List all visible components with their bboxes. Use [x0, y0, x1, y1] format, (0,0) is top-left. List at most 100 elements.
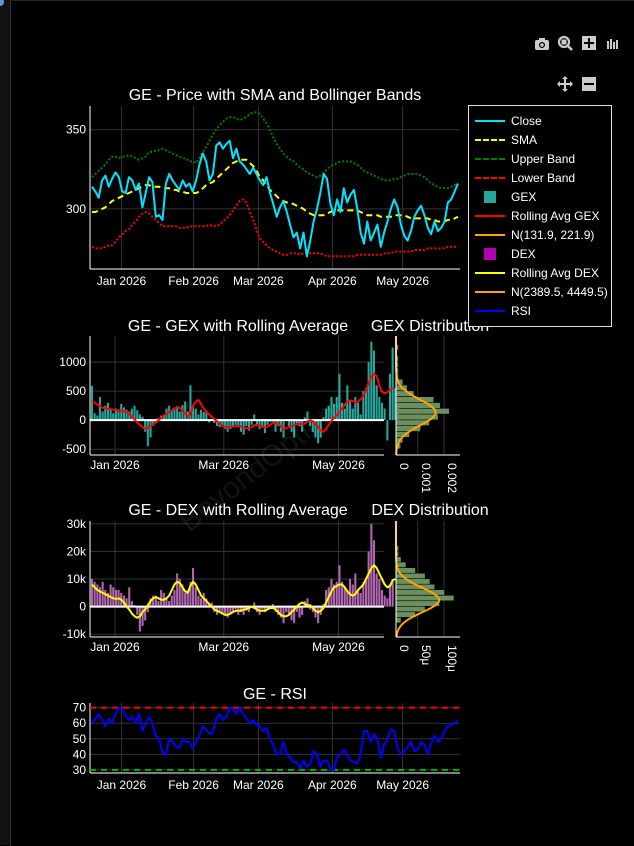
camera-icon[interactable] — [534, 36, 550, 52]
dex-bar — [138, 606, 141, 632]
dex-hist-bar — [396, 590, 445, 595]
legend-item[interactable]: N(2389.5, 4449.5) — [475, 283, 608, 301]
dex-hist-bar — [396, 551, 399, 557]
rsi-x-tick-4: May 2026 — [376, 778, 429, 792]
gex-bar — [229, 420, 232, 429]
legend-item[interactable]: N(131.9, 221.9) — [475, 226, 594, 244]
legend-item[interactable]: GEX — [475, 188, 536, 206]
dex-bar — [261, 606, 264, 610]
legend-item[interactable]: Lower Band — [475, 169, 575, 187]
dex-bar — [106, 592, 109, 607]
dex-bar — [109, 584, 112, 607]
dex-bar — [186, 590, 189, 607]
gex-bar — [200, 409, 203, 421]
dex-y-tick-0: -10k — [63, 627, 87, 641]
dex-x-tick-1: Mar 2026 — [198, 640, 249, 654]
gex-y-tick-1: 0 — [79, 413, 86, 427]
dex-bar — [295, 606, 298, 613]
gex-bar — [359, 414, 362, 421]
price-x-tick-0: Jan 2026 — [97, 274, 147, 288]
legend-item[interactable]: Close — [475, 112, 542, 130]
gex-bar — [311, 420, 314, 432]
zoom-icon[interactable] — [557, 35, 573, 51]
gex-bar — [106, 402, 109, 421]
dex-bar — [359, 592, 362, 607]
gex-hist-bar — [396, 344, 399, 350]
legend-swatch — [475, 228, 505, 242]
dex-bar — [130, 601, 133, 607]
dex-bar — [338, 565, 341, 607]
rsi-y-tick-2: 50 — [73, 732, 87, 746]
gex-hist-x-tick-0: 0 — [397, 463, 411, 470]
gex-bar — [133, 405, 136, 421]
dex-chart-title: GE - DEX with Rolling Average — [128, 502, 347, 519]
gex-bar — [383, 408, 386, 421]
gex-hist-bar — [396, 402, 441, 408]
gex-x-tick-1: Mar 2026 — [198, 458, 249, 472]
legend-swatch — [475, 266, 505, 280]
dex-bar — [362, 581, 365, 607]
gex-bar — [372, 350, 375, 421]
gex-hist-bar — [396, 408, 449, 414]
dex-hist-bar — [396, 606, 425, 612]
gex-bar — [349, 399, 352, 421]
gex-bar — [391, 347, 394, 421]
dex-bar — [357, 590, 360, 607]
dex-bar — [341, 581, 344, 607]
gex-bar — [208, 420, 211, 423]
legend-item[interactable]: DEX — [475, 245, 536, 263]
gex-bar — [293, 420, 296, 438]
rsi-chart-title: GE - RSI — [243, 686, 307, 703]
pan-icon[interactable] — [557, 76, 573, 92]
legend-swatch — [475, 133, 505, 147]
dex-bar — [325, 590, 328, 607]
legend-item[interactable]: Upper Band — [475, 150, 575, 168]
dex-bar — [370, 523, 373, 607]
upper-band-line — [91, 111, 459, 190]
gex-bar — [112, 413, 115, 421]
legend-swatch — [475, 114, 505, 128]
page-gutter — [0, 0, 10, 845]
gex-bar — [197, 414, 200, 421]
dex-bar — [178, 579, 181, 607]
dex-bar — [221, 606, 224, 614]
dex-bar — [104, 590, 107, 607]
dex-bar — [152, 595, 155, 607]
legend-item[interactable]: Rolling Avg DEX — [475, 264, 599, 282]
gex-bar — [176, 406, 179, 421]
minus-icon[interactable] — [581, 76, 597, 92]
gex-bar — [141, 416, 144, 421]
dex-bar — [226, 606, 229, 618]
gex-bar — [250, 420, 253, 425]
dex-bar — [372, 540, 375, 607]
autoscale-icon[interactable] — [605, 35, 621, 51]
gex-bar — [224, 420, 227, 429]
dex-bar — [287, 606, 290, 615]
dex-hist-bar — [396, 595, 454, 601]
gex-y-tick-2: 500 — [66, 384, 86, 398]
gex-y-tick-3: 1000 — [59, 355, 86, 369]
gex-bar — [253, 414, 256, 421]
dex-bar — [234, 606, 237, 610]
gex-bar — [378, 397, 381, 421]
gex-bar — [90, 385, 93, 421]
legend-item[interactable]: SMA — [475, 131, 537, 149]
gex-bar — [357, 402, 360, 421]
gex-bar — [370, 341, 373, 421]
dex-bar — [375, 573, 378, 607]
gex-bar — [247, 420, 250, 431]
gex-bar — [162, 414, 165, 421]
gex-bar — [322, 417, 325, 421]
rsi-x-tick-1: Feb 2026 — [168, 778, 219, 792]
dex-bar — [271, 603, 274, 607]
gex-bar — [237, 420, 240, 428]
plus-icon[interactable] — [581, 35, 597, 51]
dex-bar — [200, 598, 203, 607]
price-x-tick-4: May 2026 — [376, 274, 429, 288]
dex-bar — [301, 606, 304, 615]
legend-item[interactable]: Rolling Avg GEX — [475, 207, 600, 225]
legend-item[interactable]: RSI — [475, 302, 531, 320]
gex-bar — [104, 405, 107, 421]
legend-swatch — [475, 152, 505, 166]
